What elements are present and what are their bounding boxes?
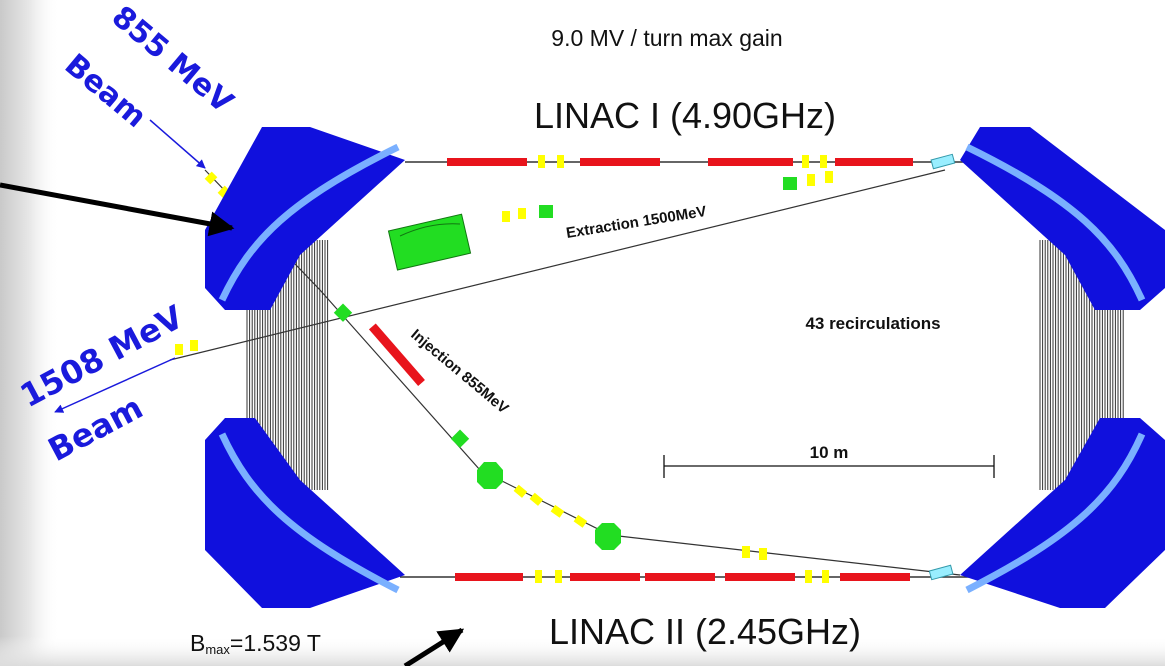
rf-section — [447, 158, 527, 166]
rf-section — [835, 158, 913, 166]
black-arrow-icon — [403, 627, 465, 666]
quadrupole — [825, 171, 833, 183]
extraction-label: Extraction 1500MeV — [565, 203, 708, 242]
quadrupole — [175, 344, 183, 355]
magnet-top-left — [205, 127, 405, 310]
small-element — [930, 153, 956, 170]
quadrupole — [807, 174, 815, 186]
max-gain-label: 9.0 MV / turn max gain — [551, 25, 782, 51]
linac2-rf-sections — [455, 564, 954, 583]
scale-bar — [663, 455, 995, 478]
quadrupole — [529, 492, 544, 506]
linac1-rf-sections — [447, 153, 956, 170]
extraction-elements — [175, 171, 833, 355]
injection-label: Injection 855MeV — [407, 326, 511, 417]
green-octagon — [595, 523, 621, 550]
left-edge-shading — [0, 0, 60, 666]
rf-section — [725, 573, 795, 581]
quadrupole — [204, 171, 218, 185]
extraction-beamline — [169, 169, 946, 361]
injection-elements — [204, 171, 767, 560]
beam-1508-arrow — [54, 357, 176, 413]
bottom-edge-shading — [0, 636, 1165, 666]
quadrupole — [742, 546, 750, 558]
quadrupole — [538, 155, 545, 168]
rf-section — [368, 323, 425, 386]
rf-section — [580, 158, 660, 166]
bmax-label: Bmax=1.539 T — [190, 630, 321, 657]
magnet-bottom-right — [960, 418, 1165, 608]
rf-section — [570, 573, 640, 581]
quadrupole — [190, 340, 198, 351]
green-element — [333, 303, 353, 322]
quadrupole — [573, 514, 588, 528]
scale-label: 10 m — [810, 443, 849, 462]
quadrupole — [502, 211, 510, 222]
quadrupole — [513, 484, 528, 498]
rf-section — [645, 573, 715, 581]
beam-855-arrow — [149, 119, 206, 169]
septum-curve — [399, 223, 461, 237]
quadrupole — [805, 570, 812, 583]
small-element — [928, 564, 954, 581]
quadrupole — [518, 208, 526, 219]
linac1-label: LINAC I (4.90GHz) — [534, 95, 836, 136]
green-element — [783, 177, 797, 190]
magnet-top-right — [960, 127, 1165, 310]
quadrupole — [820, 155, 827, 168]
quadrupole — [557, 155, 564, 168]
green-element — [539, 205, 553, 218]
septum-magnet — [387, 213, 472, 271]
magnet-bottom-left — [205, 418, 405, 608]
recirculations-label: 43 recirculations — [805, 314, 940, 333]
rf-section — [455, 573, 523, 581]
quadrupole — [802, 155, 809, 168]
black-arrow-icon — [0, 182, 235, 237]
quadrupole — [217, 185, 231, 199]
beam-855-word: Beam — [58, 47, 153, 135]
quadrupole — [822, 570, 829, 583]
green-element — [450, 429, 470, 448]
quadrupole — [555, 570, 562, 583]
quadrupole — [550, 504, 565, 518]
rf-section — [708, 158, 793, 166]
green-octagon — [477, 462, 503, 489]
quadrupole — [535, 570, 542, 583]
quadrupole — [759, 548, 767, 560]
linac2-label: LINAC II (2.45GHz) — [549, 611, 861, 652]
rf-section — [840, 573, 910, 581]
